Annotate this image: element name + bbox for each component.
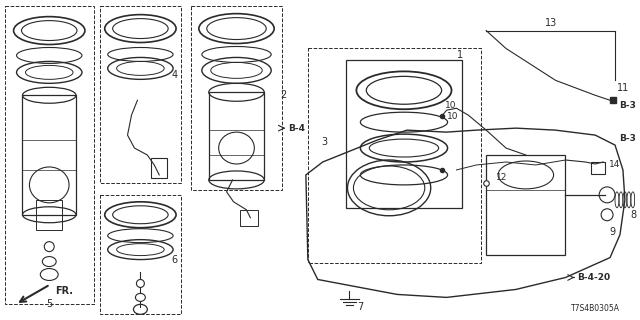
Text: 10: 10 [445, 101, 456, 110]
Text: 2: 2 [280, 90, 286, 100]
Text: 4: 4 [171, 70, 177, 80]
Bar [36, 200, 62, 230]
Text: T7S4B0305A: T7S4B0305A [571, 304, 620, 313]
Bar [591, 162, 605, 174]
Bar [191, 6, 282, 190]
Text: B-4: B-4 [288, 124, 305, 132]
Text: 5: 5 [46, 300, 52, 309]
Text: 10: 10 [447, 112, 458, 121]
Bar [22, 95, 76, 215]
Text: FR.: FR. [55, 286, 73, 296]
Bar [209, 92, 264, 180]
Text: 6: 6 [171, 255, 177, 265]
Bar [241, 210, 259, 226]
Text: B-3: B-3 [619, 101, 636, 110]
Bar [151, 158, 167, 178]
Bar [346, 60, 463, 208]
Bar [308, 49, 481, 262]
Bar [4, 6, 94, 304]
Text: B-4-20: B-4-20 [577, 273, 611, 282]
Text: 9: 9 [609, 227, 615, 237]
Text: B-3: B-3 [619, 133, 636, 143]
Bar [100, 6, 181, 183]
Text: 3: 3 [321, 137, 328, 147]
Text: 8: 8 [630, 210, 636, 220]
Text: 12: 12 [496, 173, 508, 182]
Bar [486, 155, 566, 255]
Text: 7: 7 [357, 302, 364, 312]
Bar [100, 195, 181, 314]
Text: 11: 11 [617, 83, 629, 93]
Text: 13: 13 [545, 18, 557, 28]
Text: 1: 1 [456, 51, 463, 60]
Text: 14: 14 [609, 160, 620, 170]
